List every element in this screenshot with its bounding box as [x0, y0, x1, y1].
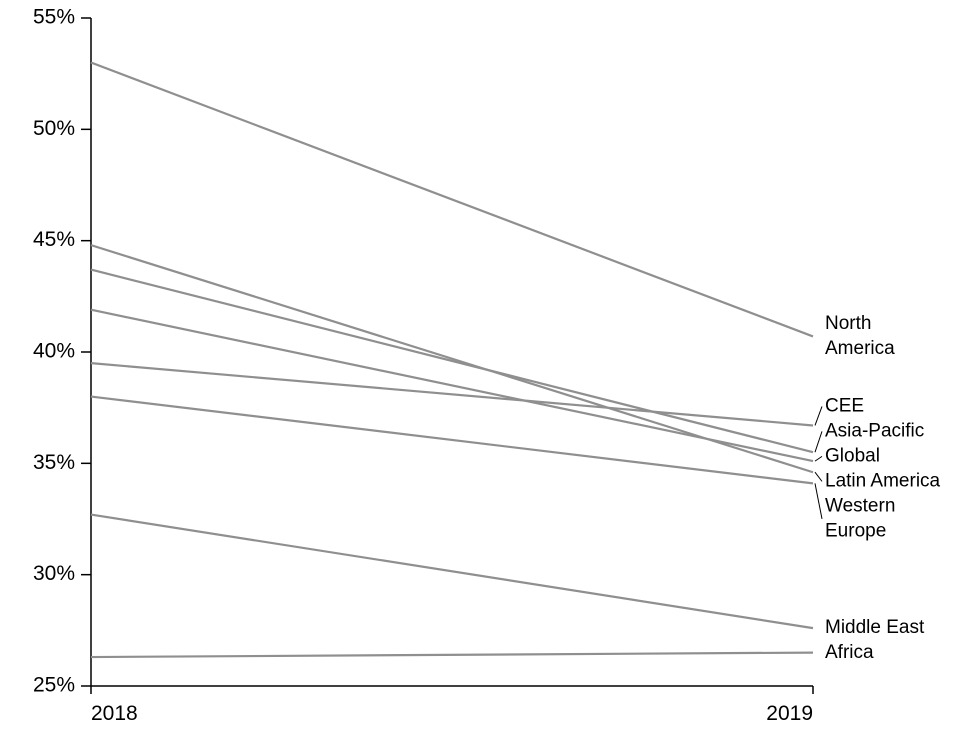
x-axis: 2018 2019 [90, 685, 814, 725]
leader-line-cee [814, 406, 823, 426]
series-label-line: Asia-Pacific [825, 420, 924, 441]
series-lines [90, 61, 814, 659]
y-tick-label-30: 30% [33, 562, 75, 585]
leader-line-asia-pacific [814, 431, 823, 453]
series-line-latin-america [90, 244, 814, 474]
leader-line-latin-america [814, 471, 823, 482]
series-label-line: CEE [825, 395, 864, 416]
series-label-line: Africa [825, 642, 874, 663]
series-line-cee [90, 362, 814, 427]
y-axis: 25% 30% 35% 40% 45% 50% 55% [33, 6, 92, 697]
y-tick-label-45: 45% [33, 228, 75, 251]
series-label-middle-east: Middle East [825, 617, 925, 638]
leader-line-western-europe [814, 483, 823, 519]
series-label-line: Western [825, 495, 895, 516]
series-line-asia-pacific [90, 268, 814, 454]
y-tick-label-35: 35% [33, 451, 75, 474]
x-tick-label-2018: 2018 [91, 702, 138, 725]
label-leader-lines [814, 406, 823, 519]
series-label-latin-america: Latin America [825, 470, 941, 491]
series-line-north-america [90, 61, 814, 338]
y-tick-label-55: 55% [33, 6, 75, 29]
y-tick-label-40: 40% [33, 340, 75, 363]
series-label-africa: Africa [825, 642, 874, 663]
y-tick-label-25: 25% [33, 674, 75, 697]
x-tick-label-2019: 2019 [766, 702, 813, 725]
series-label-line: Latin America [825, 470, 941, 491]
series-label-cee: CEE [825, 395, 864, 416]
series-label-line: Global [825, 445, 880, 466]
series-label-western-europe: Western Europe [825, 495, 895, 541]
series-label-line: Middle East [825, 617, 925, 638]
series-label-north-america: North America [825, 313, 895, 359]
series-label-global: Global [825, 445, 880, 466]
series-label-line: America [825, 338, 895, 359]
series-label-line: North [825, 313, 871, 334]
series-labels: North America CEE Asia-Pacific Global Latin A… [825, 313, 941, 663]
series-label-line: Europe [825, 520, 886, 541]
series-line-global [90, 308, 814, 463]
series-line-middle-east [90, 513, 814, 630]
series-line-western-europe [90, 395, 814, 485]
series-label-asia-pacific: Asia-Pacific [825, 420, 924, 441]
series-line-africa [90, 651, 814, 659]
leader-line-global [814, 455, 823, 462]
y-tick-label-50: 50% [33, 117, 75, 140]
